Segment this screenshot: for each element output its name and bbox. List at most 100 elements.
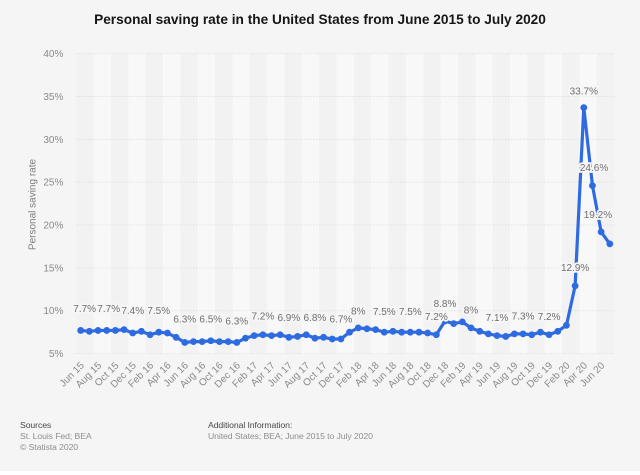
chart-title: Personal saving rate in the United State… <box>94 12 546 27</box>
plot-band <box>93 53 112 354</box>
data-point[interactable] <box>198 338 206 345</box>
plot-band <box>197 53 216 354</box>
data-point[interactable] <box>354 324 362 332</box>
data-point[interactable] <box>406 328 414 336</box>
data-label: 7.7% <box>97 304 120 315</box>
data-point[interactable] <box>172 333 180 341</box>
data-point[interactable] <box>328 335 336 343</box>
data-point[interactable] <box>103 327 111 334</box>
data-point[interactable] <box>450 320 458 327</box>
data-label: 6.9% <box>277 313 300 324</box>
data-point[interactable] <box>372 326 380 333</box>
data-label: 6.7% <box>330 315 353 326</box>
data-point[interactable] <box>432 331 440 339</box>
data-point[interactable] <box>138 327 145 335</box>
data-point[interactable] <box>242 334 249 342</box>
data-label: 7.7% <box>73 304 96 315</box>
data-label: 33.7% <box>570 86 598 97</box>
data-point[interactable] <box>155 328 163 336</box>
data-point[interactable] <box>502 333 510 340</box>
plot-band <box>180 53 198 354</box>
y-tick-label: 40% <box>43 49 63 60</box>
data-label: 6.3% <box>173 314 196 325</box>
data-point[interactable] <box>571 282 579 290</box>
data-point[interactable] <box>302 331 310 339</box>
data-point[interactable] <box>120 326 128 333</box>
data-point[interactable] <box>484 330 492 338</box>
data-point[interactable] <box>320 333 327 341</box>
data-point[interactable] <box>398 328 406 336</box>
plot-band <box>319 53 337 354</box>
data-point[interactable] <box>580 104 588 111</box>
y-tick-label: 30% <box>43 135 63 146</box>
y-tick-label: 10% <box>43 306 63 317</box>
sources-value: St. Louis Fed; BEA <box>20 431 92 441</box>
data-point[interactable] <box>94 327 102 334</box>
data-point[interactable] <box>458 318 466 326</box>
data-point[interactable] <box>606 240 614 248</box>
data-point[interactable] <box>129 329 137 337</box>
data-point[interactable] <box>380 328 388 336</box>
plot-band <box>423 53 441 354</box>
data-point[interactable] <box>545 331 553 339</box>
plot-band <box>440 53 459 354</box>
data-point[interactable] <box>233 339 241 346</box>
data-point[interactable] <box>363 325 371 333</box>
data-point[interactable] <box>346 328 353 336</box>
data-point[interactable] <box>190 338 197 345</box>
plot-band <box>475 53 493 354</box>
data-point[interactable] <box>589 182 596 190</box>
y-tick-label: 25% <box>43 178 63 189</box>
data-point[interactable] <box>441 317 449 325</box>
plot-band <box>388 53 406 354</box>
data-point[interactable] <box>268 332 275 339</box>
data-point[interactable] <box>528 331 536 339</box>
data-point[interactable] <box>493 332 501 339</box>
plot-band <box>336 53 354 354</box>
data-point[interactable] <box>337 335 345 343</box>
data-point[interactable] <box>294 333 301 340</box>
plot-band <box>284 53 302 354</box>
plot-band <box>111 53 129 354</box>
plot-band <box>492 53 511 354</box>
data-point[interactable] <box>519 330 527 338</box>
y-tick-label: 5% <box>49 349 64 360</box>
plot-band <box>249 53 268 354</box>
data-point[interactable] <box>276 331 284 339</box>
data-point[interactable] <box>476 327 484 335</box>
data-label: 8.8% <box>434 299 457 310</box>
y-tick-label: 20% <box>43 221 63 232</box>
data-label: 24.6% <box>580 163 608 174</box>
data-point[interactable] <box>597 228 605 236</box>
data-point[interactable] <box>181 339 189 346</box>
data-point[interactable] <box>467 324 475 332</box>
data-point[interactable] <box>389 327 397 335</box>
data-point[interactable] <box>415 328 423 336</box>
data-label: 7.5% <box>373 307 396 318</box>
data-point[interactable] <box>424 329 432 337</box>
data-point[interactable] <box>146 331 154 339</box>
data-point[interactable] <box>216 338 223 345</box>
plot-band <box>458 53 476 354</box>
data-point[interactable] <box>77 327 85 334</box>
data-point[interactable] <box>250 332 258 339</box>
data-point[interactable] <box>164 329 171 337</box>
data-point[interactable] <box>563 321 570 329</box>
data-label: 12.9% <box>561 263 589 274</box>
data-point[interactable] <box>111 327 119 334</box>
data-point[interactable] <box>554 327 562 335</box>
data-point[interactable] <box>537 328 544 336</box>
data-point[interactable] <box>224 338 232 345</box>
data-point[interactable] <box>285 333 293 341</box>
data-point[interactable] <box>85 327 93 335</box>
plot-band <box>128 53 146 354</box>
sources-label: Sources <box>20 420 52 430</box>
data-point[interactable] <box>511 330 518 338</box>
data-point[interactable] <box>311 334 319 342</box>
data-point[interactable] <box>259 331 267 339</box>
data-label: 6.5% <box>199 315 222 326</box>
data-point[interactable] <box>207 337 215 345</box>
data-label: 7.4% <box>121 306 144 317</box>
plot-band <box>596 53 615 354</box>
